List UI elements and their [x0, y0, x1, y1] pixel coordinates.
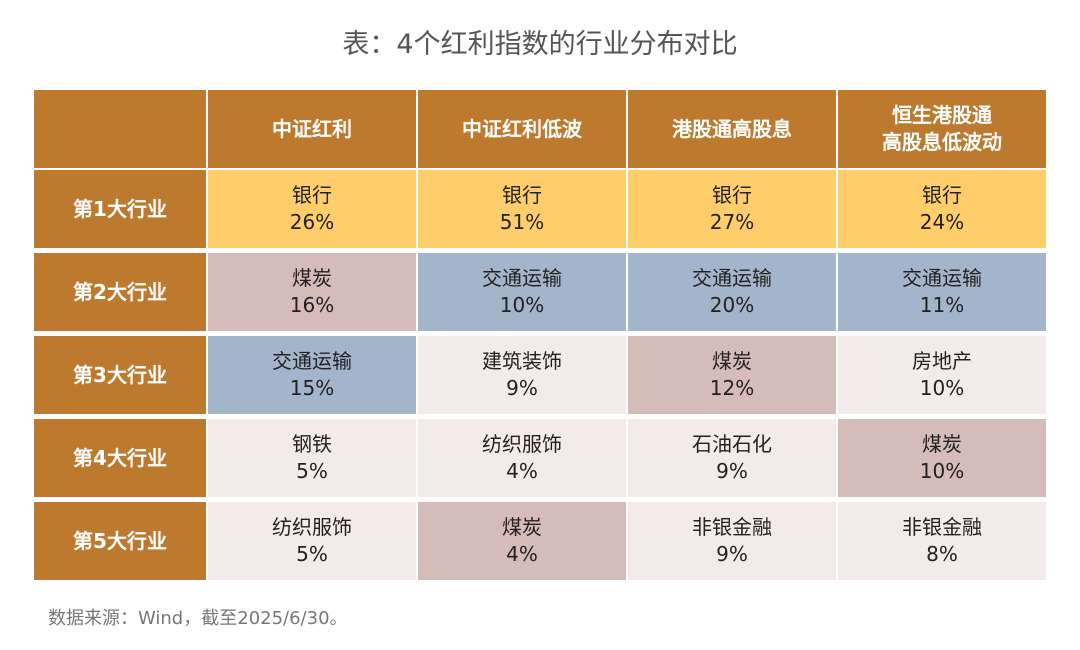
industry-weight: 27%: [709, 210, 755, 234]
industry-name: 银行: [922, 183, 962, 207]
industry-name: 煤炭: [922, 432, 962, 456]
table-cell: 银行 24%: [838, 170, 1046, 248]
industry-weight: 5%: [296, 459, 328, 483]
table-cell: 石油石化 9%: [628, 416, 836, 497]
row-header: 第2大行业: [34, 250, 206, 331]
industry-weight: 9%: [506, 376, 538, 400]
industry-name: 纺织服饰: [482, 432, 562, 456]
source-footnote: 数据来源：Wind，截至2025/6/30。: [48, 608, 348, 629]
table-cell: 钢铁 5%: [208, 416, 416, 497]
column-header: 港股通高股息: [628, 90, 836, 168]
industry-name: 煤炭: [712, 349, 752, 373]
industry-weight: 10%: [499, 293, 545, 317]
table-cell: 煤炭 12%: [628, 333, 836, 414]
table-row: 第1大行业 银行 26% 银行 51% 银行 27% 银行 24%: [34, 170, 1046, 248]
industry-distribution-table: 中证红利 中证红利低波 港股通高股息 恒生港股通 高股息低波动 第1大行业 银行 2…: [32, 88, 1048, 582]
industry-name: 煤炭: [292, 266, 332, 290]
row-header: 第4大行业: [34, 416, 206, 497]
column-header: 恒生港股通 高股息低波动: [838, 90, 1046, 168]
industry-weight: 10%: [919, 459, 965, 483]
industry-weight: 20%: [709, 293, 755, 317]
industry-weight: 15%: [289, 376, 335, 400]
industry-name: 交通运输: [692, 266, 772, 290]
column-header: 中证红利: [208, 90, 416, 168]
industry-name: 交通运输: [902, 266, 982, 290]
table-cell: 煤炭 16%: [208, 250, 416, 331]
industry-name: 纺织服饰: [272, 515, 352, 539]
table-header-row: 中证红利 中证红利低波 港股通高股息 恒生港股通 高股息低波动: [34, 90, 1046, 168]
table-body: 第1大行业 银行 26% 银行 51% 银行 27% 银行 24% 第2大行业 煤炭 16% 交通运输 1…: [34, 170, 1046, 580]
industry-name: 房地产: [912, 349, 972, 373]
table-cell: 纺织服饰 4%: [418, 416, 626, 497]
industry-weight: 16%: [289, 293, 335, 317]
industry-weight: 9%: [716, 459, 748, 483]
row-header: 第3大行业: [34, 333, 206, 414]
industry-name: 非银金融: [692, 515, 772, 539]
industry-weight: 8%: [926, 542, 958, 566]
industry-weight: 4%: [506, 542, 538, 566]
industry-weight: 4%: [506, 459, 538, 483]
table-cell: 建筑装饰 9%: [418, 333, 626, 414]
industry-weight: 11%: [919, 293, 965, 317]
column-header: 中证红利低波: [418, 90, 626, 168]
table-row: 第2大行业 煤炭 16% 交通运输 10% 交通运输 20% 交通运输 11%: [34, 250, 1046, 331]
table-row: 第4大行业 钢铁 5% 纺织服饰 4% 石油石化 9% 煤炭 10%: [34, 416, 1046, 497]
row-header: 第1大行业: [34, 170, 206, 248]
table-cell: 交通运输 11%: [838, 250, 1046, 331]
table-cell: 房地产 10%: [838, 333, 1046, 414]
industry-name: 交通运输: [272, 349, 352, 373]
chart-title: 表：4个红利指数的行业分布对比: [342, 29, 738, 60]
table-cell: 交通运输 15%: [208, 333, 416, 414]
table-cell: 银行 26%: [208, 170, 416, 248]
table-cell: 煤炭 4%: [418, 499, 626, 580]
table-cell: 银行 51%: [418, 170, 626, 248]
table-cell: 非银金融 9%: [628, 499, 836, 580]
industry-name: 非银金融: [902, 515, 982, 539]
industry-weight: 26%: [289, 210, 335, 234]
industry-name: 银行: [712, 183, 752, 207]
industry-weight: 12%: [709, 376, 755, 400]
industry-name: 钢铁: [292, 432, 332, 456]
industry-weight: 24%: [919, 210, 965, 234]
table-cell: 纺织服饰 5%: [208, 499, 416, 580]
industry-weight: 5%: [296, 542, 328, 566]
table-row: 第3大行业 交通运输 15% 建筑装饰 9% 煤炭 12% 房地产 10%: [34, 333, 1046, 414]
industry-name: 煤炭: [502, 515, 542, 539]
header-corner: [34, 90, 206, 168]
industry-name: 交通运输: [482, 266, 562, 290]
table-cell: 煤炭 10%: [838, 416, 1046, 497]
table-row: 第5大行业 纺织服饰 5% 煤炭 4% 非银金融 9% 非银金融 8%: [34, 499, 1046, 580]
industry-name: 石油石化: [692, 432, 772, 456]
industry-weight: 51%: [499, 210, 545, 234]
row-header: 第5大行业: [34, 499, 206, 580]
table-cell: 交通运输 20%: [628, 250, 836, 331]
industry-weight: 10%: [919, 376, 965, 400]
industry-name: 建筑装饰: [482, 349, 562, 373]
table-cell: 非银金融 8%: [838, 499, 1046, 580]
table-cell: 银行 27%: [628, 170, 836, 248]
industry-weight: 9%: [716, 542, 748, 566]
industry-name: 银行: [502, 183, 542, 207]
table-cell: 交通运输 10%: [418, 250, 626, 331]
industry-name: 银行: [292, 183, 332, 207]
